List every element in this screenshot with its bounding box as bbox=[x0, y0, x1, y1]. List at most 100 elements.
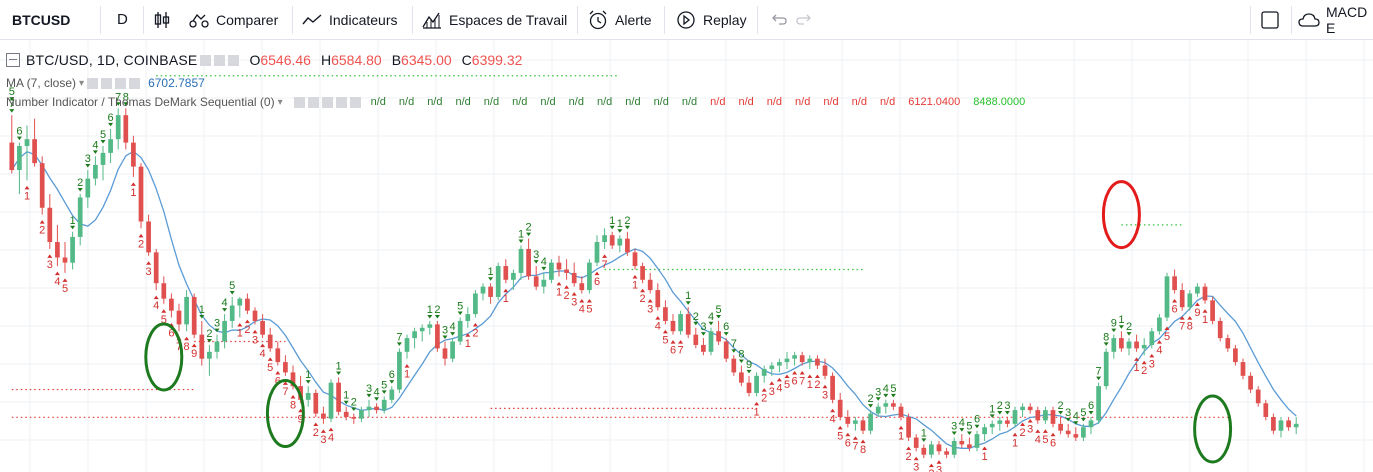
td-sell-arrow bbox=[427, 314, 433, 319]
eye-icon[interactable] bbox=[101, 77, 113, 89]
td-sell-arrow bbox=[77, 188, 83, 192]
eye-icon[interactable] bbox=[214, 54, 226, 66]
td-sell-count: 1 bbox=[488, 266, 494, 278]
td-buy-count: 3 bbox=[913, 461, 919, 472]
td-buy-count: 6 bbox=[670, 345, 676, 357]
candle-body bbox=[397, 351, 402, 390]
td-buy-count: 3 bbox=[936, 465, 942, 472]
td-sell-arrow bbox=[1004, 410, 1010, 415]
candle-body bbox=[533, 276, 539, 287]
td-sell-count: 1 bbox=[427, 304, 433, 316]
compare-button[interactable]: Comparer bbox=[188, 0, 278, 39]
interval-button[interactable]: D bbox=[117, 0, 128, 39]
td-sell-arrow bbox=[381, 390, 387, 394]
collapse-icon[interactable] bbox=[6, 53, 20, 67]
eye-icon[interactable] bbox=[307, 96, 319, 108]
candle-body bbox=[769, 365, 775, 369]
td-buy-count: 2 bbox=[761, 393, 767, 405]
td-sell-arrow bbox=[100, 140, 106, 144]
candle-body bbox=[989, 423, 995, 428]
candle-body bbox=[381, 399, 387, 411]
alert-button[interactable]: Alerte bbox=[587, 0, 652, 39]
candle-body bbox=[883, 403, 889, 407]
td-dropdown-icon[interactable]: ▾ bbox=[277, 96, 283, 108]
ma-dropdown-icon[interactable]: ▾ bbox=[79, 77, 85, 89]
workspaces-icon bbox=[421, 9, 443, 31]
td-buy-arrow bbox=[860, 439, 866, 444]
indicators-button[interactable]: Indicateurs bbox=[301, 0, 397, 39]
candle-body bbox=[549, 262, 554, 280]
td-buy-arrow bbox=[1187, 316, 1193, 320]
add-icon[interactable] bbox=[335, 96, 347, 108]
replay-button[interactable]: Replay bbox=[675, 0, 747, 39]
td-sell-arrow bbox=[351, 407, 357, 412]
candle-body bbox=[1141, 344, 1147, 349]
settings-icon[interactable] bbox=[293, 96, 305, 108]
td-buy-arrow bbox=[898, 425, 904, 430]
td-sell-arrow bbox=[723, 332, 729, 336]
add-icon[interactable] bbox=[115, 77, 127, 89]
fullscreen-button[interactable] bbox=[1259, 0, 1287, 39]
td-sell-count: 5 bbox=[9, 86, 15, 98]
candle-body bbox=[146, 221, 151, 253]
candle-body bbox=[761, 368, 767, 376]
replay-label: Replay bbox=[703, 11, 747, 28]
td-sell-count: 8 bbox=[738, 349, 744, 361]
td-buy-count: 3 bbox=[1149, 358, 1155, 370]
td-buy-count: 1 bbox=[404, 369, 410, 381]
close-label: C bbox=[461, 52, 472, 68]
candle-body bbox=[739, 372, 744, 383]
td-sell-count: 2 bbox=[997, 400, 1003, 412]
main-series-legend[interactable]: BTC/USD, 1D, COINBASE O 6546.46 H 6584.80 … bbox=[6, 52, 522, 68]
candle-body bbox=[609, 235, 615, 246]
settings-icon[interactable] bbox=[87, 77, 99, 89]
ma-legend[interactable]: MA (7, close) ▾ 6702.7857 bbox=[6, 76, 205, 90]
cloud-layout-button[interactable]: MACD E bbox=[1298, 0, 1373, 39]
td-nd-value: n/d bbox=[540, 96, 556, 108]
td-buy-arrow bbox=[62, 278, 68, 282]
settings-icon[interactable] bbox=[200, 54, 212, 66]
td-buy-arrow bbox=[328, 427, 334, 432]
td-buy-arrow bbox=[404, 364, 410, 368]
undo-button[interactable] bbox=[767, 0, 795, 39]
td-buy-count: 4 bbox=[1035, 434, 1041, 446]
more-icon[interactable] bbox=[228, 54, 240, 66]
td-buy-count: 5 bbox=[267, 362, 273, 374]
td-buy-count: 7 bbox=[852, 441, 858, 453]
td-sell-arrow bbox=[70, 225, 76, 230]
redo-button[interactable] bbox=[794, 0, 822, 39]
candle-body bbox=[1248, 375, 1253, 390]
candle-body bbox=[366, 406, 372, 411]
td-sell-count: 8 bbox=[123, 91, 129, 103]
highlight-circle bbox=[144, 322, 184, 392]
td-buy-arrow bbox=[906, 446, 912, 450]
candle-body bbox=[283, 362, 288, 373]
td-buy-count: 5 bbox=[161, 314, 167, 326]
close-icon[interactable] bbox=[349, 96, 361, 108]
td-buy-arrow bbox=[1156, 340, 1162, 344]
high-label: H bbox=[320, 52, 332, 68]
symbol-search-button[interactable]: BTCUSD bbox=[12, 0, 70, 39]
workspaces-button[interactable]: Espaces de Travail bbox=[421, 0, 567, 39]
close-icon[interactable] bbox=[129, 77, 141, 89]
source-icon[interactable] bbox=[321, 96, 333, 108]
td-sell-count: 5 bbox=[966, 421, 972, 433]
td-nd-value: n/d bbox=[483, 96, 500, 108]
td-buy-arrow bbox=[678, 340, 684, 344]
indicators-icon bbox=[301, 9, 323, 31]
td-sell-arrow bbox=[1065, 417, 1071, 422]
candle-body bbox=[1073, 434, 1079, 438]
td-buy-arrow bbox=[191, 343, 197, 348]
candle-body bbox=[1195, 286, 1200, 294]
candle-body bbox=[1293, 423, 1299, 428]
td-sell-arrow bbox=[199, 314, 205, 319]
td-sell-arrow bbox=[214, 328, 220, 333]
td-sell-count: 5 bbox=[100, 129, 106, 141]
td-buy-count: 7 bbox=[678, 345, 684, 357]
td-sell-arrow bbox=[868, 404, 874, 408]
chart-style-button[interactable] bbox=[151, 0, 179, 39]
td-legend[interactable]: Number Indicator / Thomas DeMark Sequent… bbox=[6, 95, 1038, 109]
candle-body bbox=[237, 298, 243, 306]
